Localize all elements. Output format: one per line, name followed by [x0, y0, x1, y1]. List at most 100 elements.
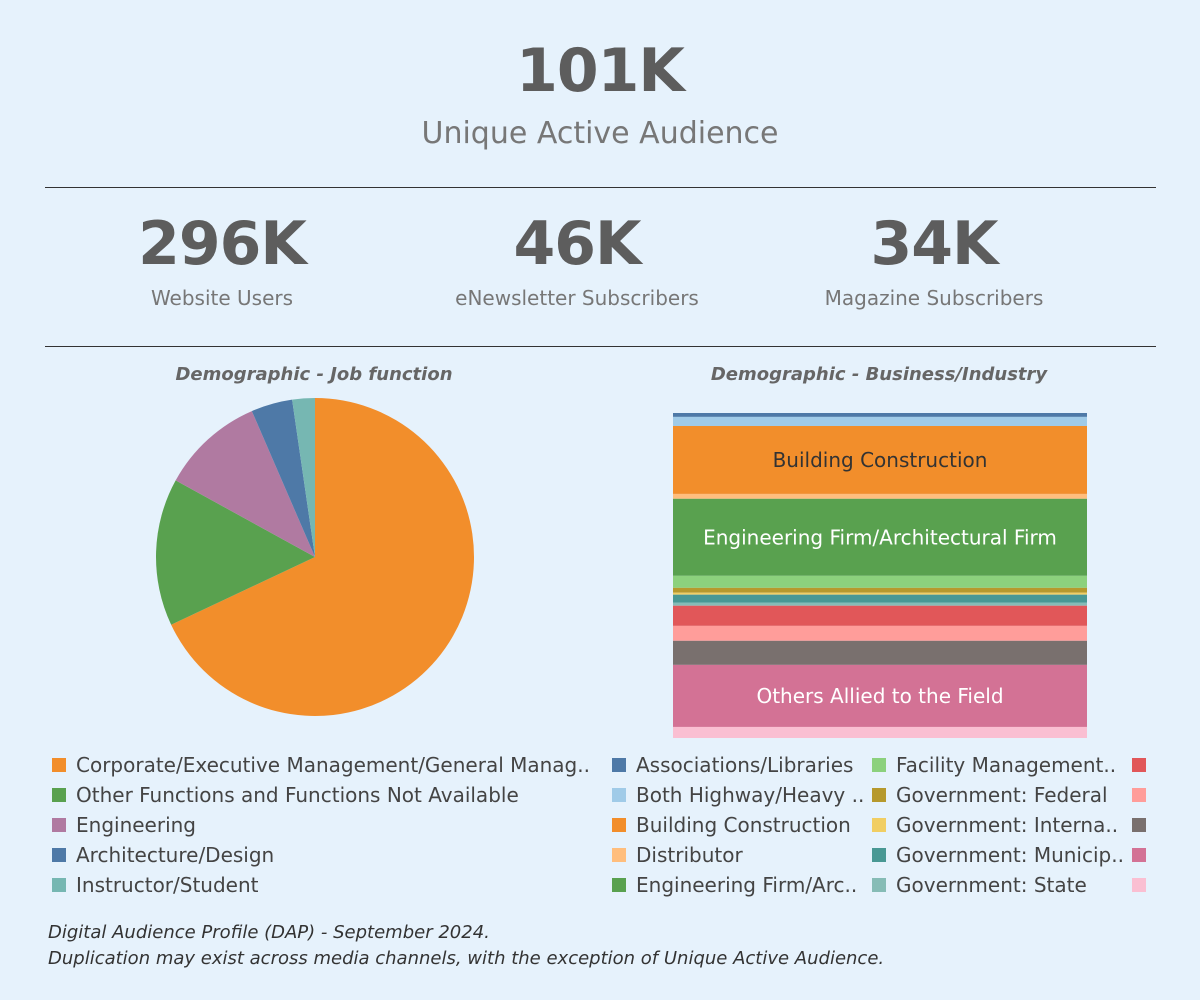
legend-item-architecture-design[interactable]: Architecture/Design [52, 840, 592, 870]
kpi-label: eNewsletter Subscribers [455, 286, 699, 310]
legend-swatch [872, 818, 886, 832]
legend-label: Both Highway/Heavy .. [636, 783, 865, 807]
legend-item-engineering-firm-arc[interactable]: Engineering Firm/Arc.. [612, 870, 872, 900]
legend-item-government-federal[interactable]: Government: Federal [872, 780, 1132, 810]
pie-slice-architecture-design[interactable] [251, 399, 315, 557]
legend-item-corporate-executive-management-general-manag[interactable]: Corporate/Executive Management/General M… [52, 750, 592, 780]
unique-audience-value: 101K [516, 36, 685, 106]
legend-swatch [872, 788, 886, 802]
job-function-chart-title: Demographic - Job function [175, 364, 453, 385]
legend-label: Instructor/Student [76, 873, 259, 897]
bar-segment-unlabeled-11[interactable] [673, 625, 1087, 641]
job-function-pie-chart [156, 398, 474, 716]
legend-swatch [1132, 818, 1146, 832]
bar-segment-label: Others Allied to the Field [756, 684, 1003, 708]
pie-slice-instructor-student[interactable] [292, 398, 315, 557]
legend-item-unlabeled-12[interactable] [1132, 810, 1162, 840]
legend-item-both-highway-heavy[interactable]: Both Highway/Heavy .. [612, 780, 872, 810]
bar-segment-unlabeled-13[interactable] [673, 664, 1087, 727]
bar-segment-facility-management[interactable] [673, 575, 1087, 588]
legend-label: Government: State [896, 873, 1087, 897]
kpi-label: Website Users [150, 286, 294, 310]
legend-label: Government: Interna.. [896, 813, 1119, 837]
kpi-value: 296K [138, 209, 307, 279]
legend-swatch [1132, 848, 1146, 862]
legend-item-unlabeled-11[interactable] [1132, 780, 1162, 810]
pie-slice-corporate-executive-management-general-manag[interactable] [171, 398, 474, 716]
legend-label: Building Construction [636, 813, 851, 837]
legend-swatch [52, 788, 66, 802]
legend-column [1132, 750, 1162, 900]
legend-label: Corporate/Executive Management/General M… [76, 753, 590, 777]
legend-item-other-functions-and-functions-not-available[interactable]: Other Functions and Functions Not Availa… [52, 780, 592, 810]
legend-swatch [872, 848, 886, 862]
legend-label: Associations/Libraries [636, 753, 854, 777]
legend-swatch [1132, 758, 1146, 772]
kpi-website-users: 296K Website Users [42, 206, 402, 310]
legend-label: Distributor [636, 843, 743, 867]
legend-item-facility-management[interactable]: Facility Management.. [872, 750, 1132, 780]
kpi-value: 46K [513, 209, 642, 279]
legend-swatch [612, 788, 626, 802]
legend-item-engineering[interactable]: Engineering [52, 810, 592, 840]
legend-item-distributor[interactable]: Distributor [612, 840, 872, 870]
kpi-magazine-subscribers: 34K Magazine Subscribers [754, 206, 1114, 310]
bar-segment-government-state[interactable] [673, 602, 1087, 606]
legend-swatch [612, 758, 626, 772]
legend-label: Government: Federal [896, 783, 1108, 807]
business-industry-chart-title: Demographic - Business/Industry [710, 364, 1048, 385]
unique-audience-label: Unique Active Audience [421, 116, 779, 151]
legend-label: Engineering [76, 813, 196, 837]
bar-segment-unlabeled-12[interactable] [673, 640, 1087, 665]
legend-item-instructor-student[interactable]: Instructor/Student [52, 870, 592, 900]
legend-item-government-municip[interactable]: Government: Municip.. [872, 840, 1132, 870]
legend-item-government-interna[interactable]: Government: Interna.. [872, 810, 1132, 840]
legend-label: Architecture/Design [76, 843, 275, 867]
legend-label: Engineering Firm/Arc.. [636, 873, 858, 897]
job-function-legend: Corporate/Executive Management/General M… [52, 750, 592, 900]
bar-segment-government-federal[interactable] [673, 587, 1087, 593]
legend-swatch [612, 818, 626, 832]
legend-swatch [52, 878, 66, 892]
legend-swatch [612, 848, 626, 862]
legend-swatch [52, 848, 66, 862]
business-industry-stacked-bar: Building Construction Engineering Firm/Ar… [673, 413, 1087, 738]
bar-segment-building-construction[interactable] [673, 426, 1087, 494]
legend-label: Government: Municip.. [896, 843, 1124, 867]
legend-item-building-construction[interactable]: Building Construction [612, 810, 872, 840]
legend-swatch [1132, 878, 1146, 892]
divider-top [45, 187, 1156, 188]
bar-segment-unlabeled-14[interactable] [673, 726, 1087, 738]
legend-swatch [52, 818, 66, 832]
kpi-label: Magazine Subscribers [824, 286, 1044, 310]
legend-label: Facility Management.. [896, 753, 1117, 777]
bar-segment-distributor[interactable] [673, 493, 1087, 499]
legend-swatch [872, 758, 886, 772]
legend-column: Facility Management.. Government: Federal… [872, 750, 1132, 900]
bar-segment-unlabeled-10[interactable] [673, 605, 1087, 626]
legend-column: Associations/Libraries Both Highway/Heavy… [612, 750, 872, 900]
bar-segment-government-municip[interactable] [673, 594, 1087, 603]
bar-segment-associations-libraries[interactable] [673, 413, 1087, 417]
legend-item-government-state[interactable]: Government: State [872, 870, 1132, 900]
legend-label: Other Functions and Functions Not Availa… [76, 783, 519, 807]
bar-segment-government-interna[interactable] [673, 592, 1087, 595]
footnote-source: Digital Audience Profile (DAP) - Septemb… [48, 922, 490, 943]
bar-segment-both-highway-heavy[interactable] [673, 416, 1087, 426]
legend-swatch [872, 878, 886, 892]
legend-swatch [612, 878, 626, 892]
legend-item-associations-libraries[interactable]: Associations/Libraries [612, 750, 872, 780]
kpi-value: 34K [870, 209, 999, 279]
legend-swatch [52, 758, 66, 772]
legend-swatch [1132, 788, 1146, 802]
legend-item-unlabeled-14[interactable] [1132, 870, 1162, 900]
footnote-duplication: Duplication may exist across media chann… [48, 948, 885, 969]
bar-segment-label: Building Construction [773, 448, 988, 472]
legend-item-unlabeled-13[interactable] [1132, 840, 1162, 870]
divider-bottom [45, 346, 1156, 347]
bar-segment-label: Engineering Firm/Architectural Firm [703, 525, 1057, 549]
legend-item-unlabeled-10[interactable] [1132, 750, 1162, 780]
pie-slice-other-functions-and-functions-not-available[interactable] [156, 480, 315, 625]
pie-slice-engineering[interactable] [175, 411, 315, 557]
bar-segment-engineering-firm-arc[interactable] [673, 498, 1087, 576]
